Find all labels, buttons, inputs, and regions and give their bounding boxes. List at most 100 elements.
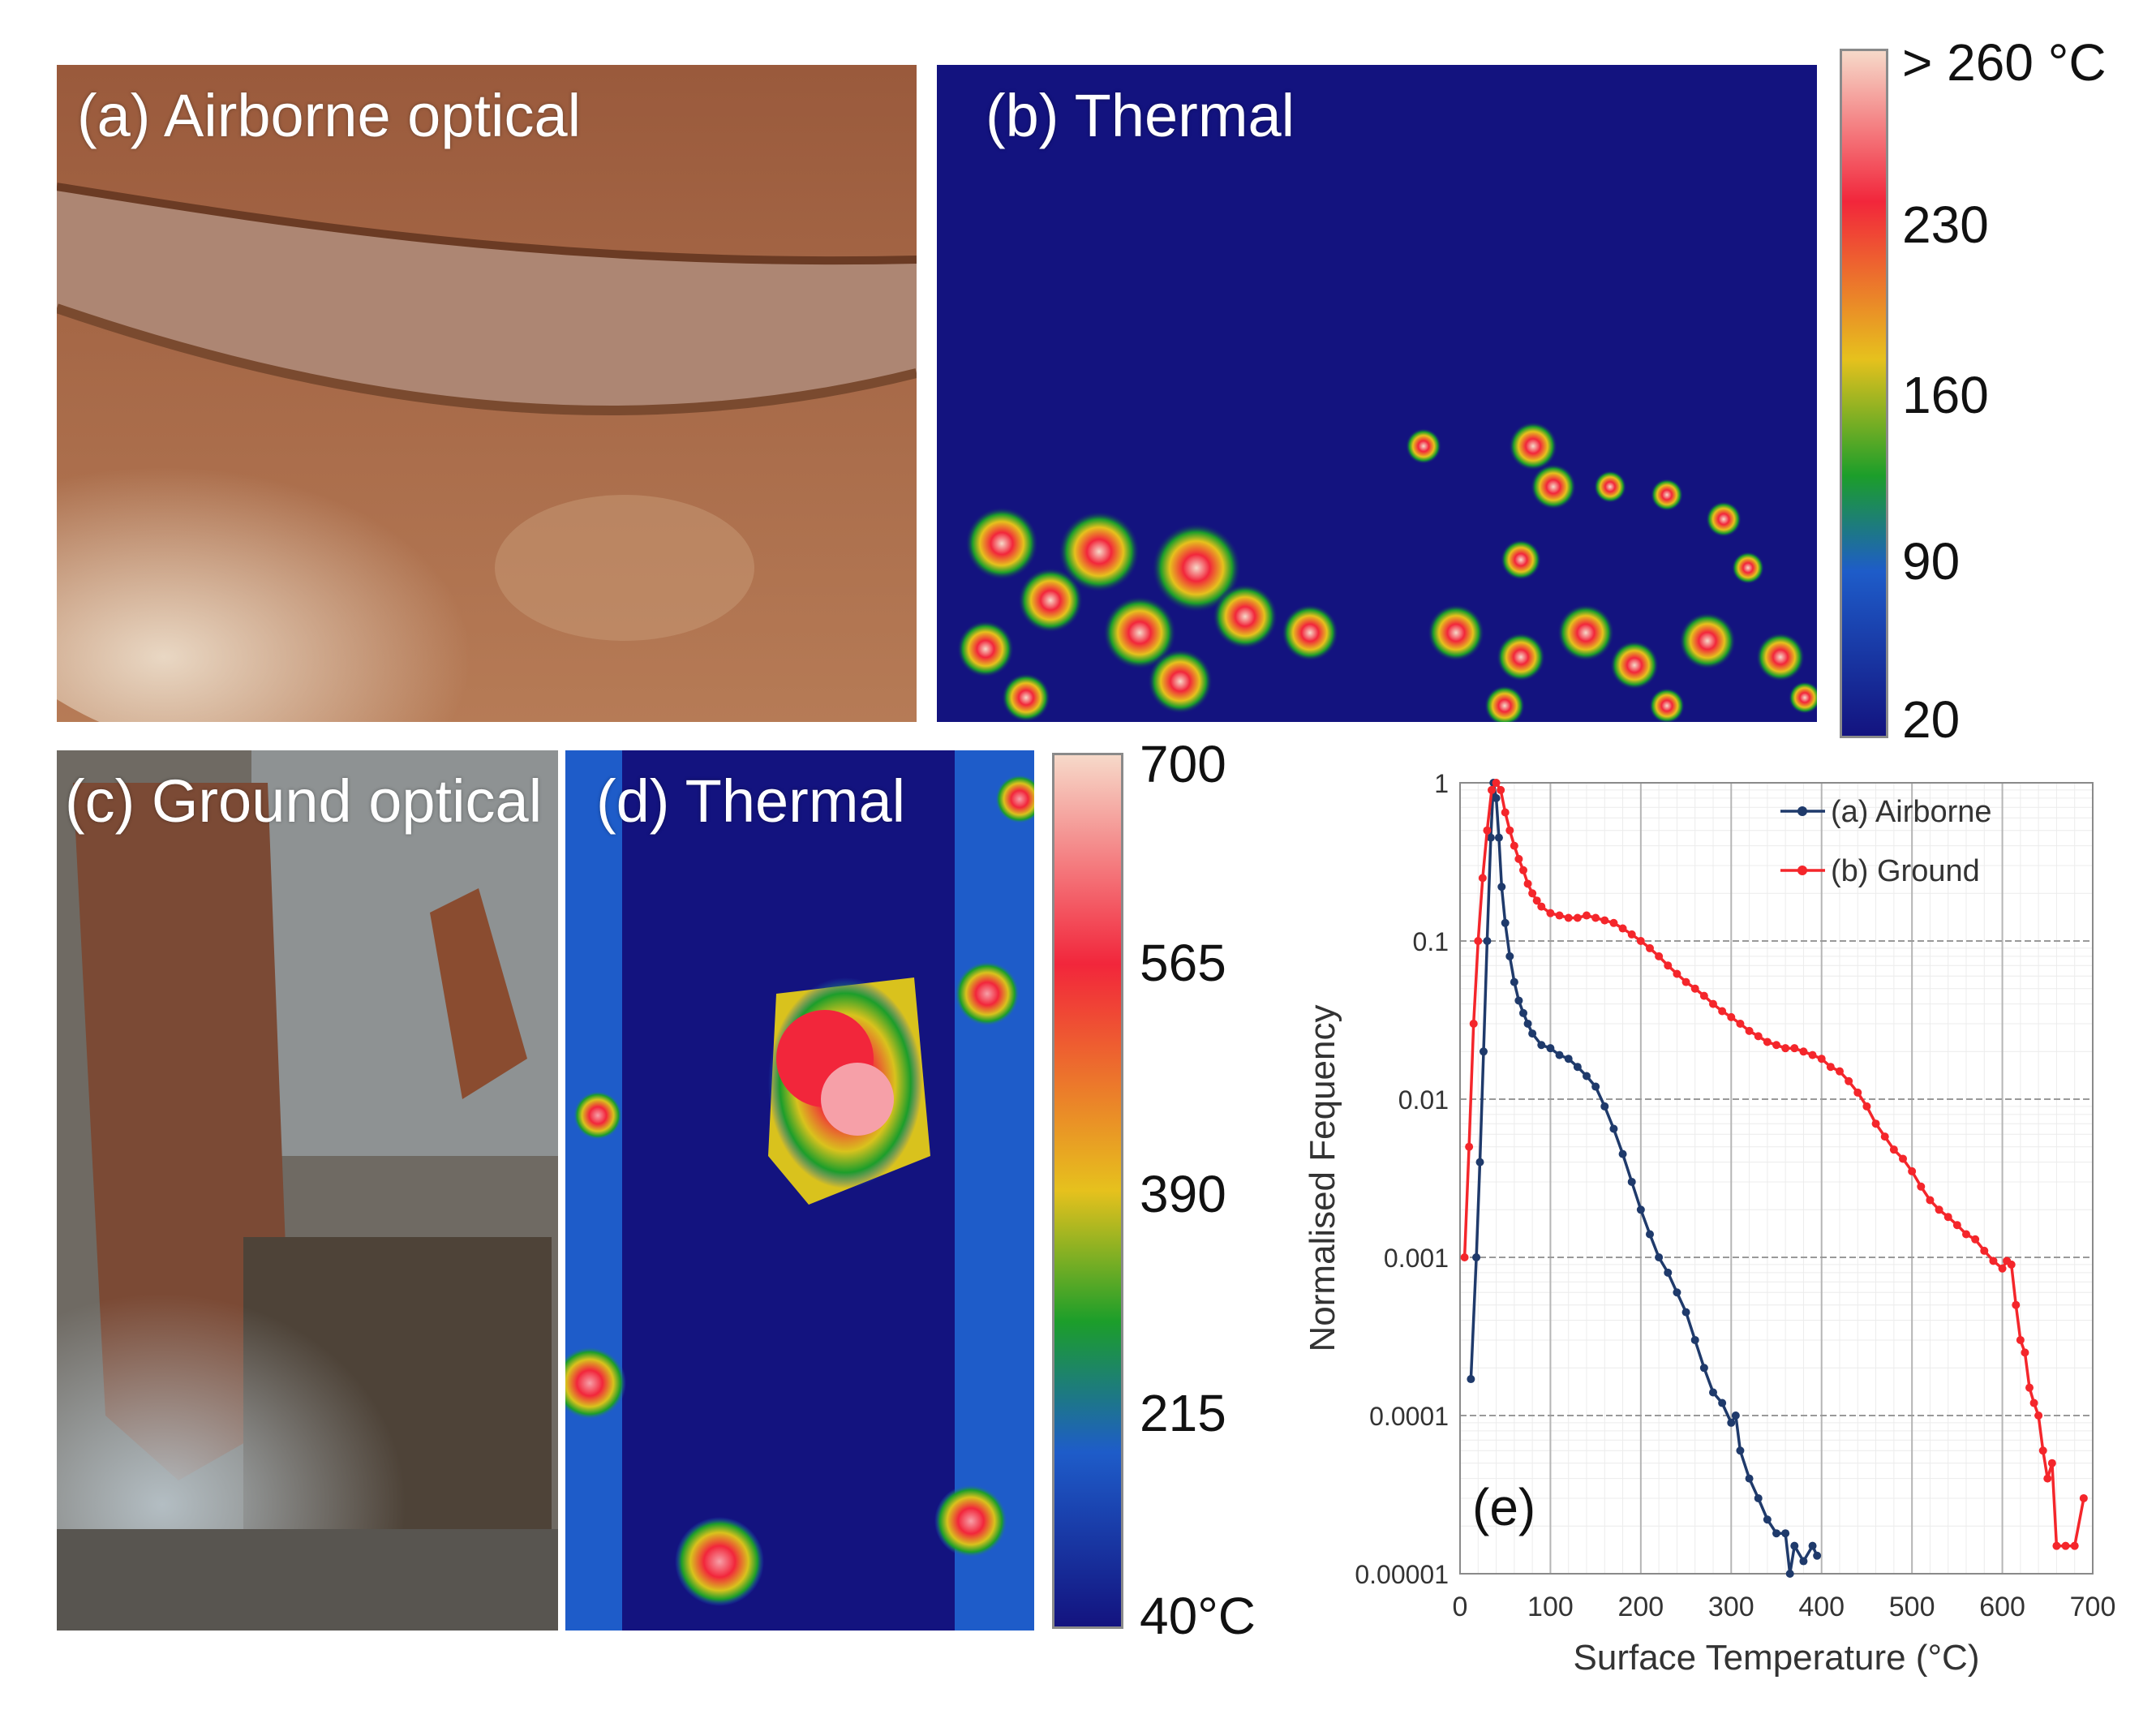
series-point xyxy=(1718,1007,1727,1016)
series-point xyxy=(1699,1364,1708,1373)
series-point xyxy=(1646,943,1654,952)
series-point xyxy=(1460,1253,1469,1261)
series-point xyxy=(1880,1132,1889,1141)
series-point xyxy=(1600,916,1609,925)
top-colorbar xyxy=(1840,49,1888,738)
y-tick-label: 0.0001 xyxy=(1369,1402,1449,1431)
series-point xyxy=(1537,902,1546,911)
series-point xyxy=(1510,841,1518,850)
bottom-colorbar-tick: 390 xyxy=(1140,1165,1226,1223)
series-point xyxy=(1501,808,1510,817)
series-point xyxy=(1673,969,1681,978)
bottom-colorbar xyxy=(1052,753,1123,1629)
series-point xyxy=(1483,826,1492,835)
series-point xyxy=(1690,984,1699,993)
series-point xyxy=(1537,1041,1546,1050)
series-point xyxy=(1853,1088,1862,1097)
series-point xyxy=(1514,854,1523,863)
series-point xyxy=(1772,1529,1780,1538)
series-point xyxy=(2070,1541,2079,1550)
series-point xyxy=(1962,1230,1970,1239)
series-point xyxy=(1826,1063,1835,1072)
series-point xyxy=(1469,1019,1478,1028)
series-point xyxy=(1546,1044,1555,1053)
series-point xyxy=(1505,826,1514,835)
x-tick-label: 200 xyxy=(1617,1592,1664,1622)
series-point xyxy=(2079,1493,2088,1502)
series-point xyxy=(1655,1253,1664,1261)
series-point xyxy=(1475,1158,1484,1166)
series-point xyxy=(1817,1055,1826,1063)
series-point xyxy=(2043,1474,2052,1483)
series-point xyxy=(1655,952,1664,960)
series-point xyxy=(1754,1493,1763,1502)
series-point xyxy=(1754,1032,1763,1041)
legend-marker xyxy=(1797,806,1807,816)
series-point xyxy=(1862,1102,1871,1111)
series-point xyxy=(1472,1253,1481,1261)
series-point xyxy=(1546,909,1555,917)
series-point xyxy=(1952,1221,1961,1230)
series-point xyxy=(1664,961,1673,970)
series-point xyxy=(1785,1570,1794,1578)
series-point xyxy=(1555,1050,1564,1059)
x-tick-label: 500 xyxy=(1889,1592,1935,1622)
series-point xyxy=(1591,1082,1600,1091)
series-point xyxy=(1745,1026,1754,1035)
series-point xyxy=(1583,911,1591,920)
series-point xyxy=(1763,1515,1772,1524)
series-point xyxy=(1790,1044,1799,1053)
series-point xyxy=(1709,1388,1717,1397)
y-tick-label: 0.001 xyxy=(1384,1244,1449,1273)
ground-optical-image: (c) Ground optical xyxy=(57,750,558,1631)
series-point xyxy=(2021,1348,2029,1357)
series-point xyxy=(1971,1235,1980,1244)
series-point xyxy=(1501,918,1510,927)
series-point xyxy=(1908,1166,1917,1175)
series-point xyxy=(1790,1541,1799,1550)
series-point xyxy=(1492,793,1501,802)
series-point xyxy=(2038,1446,2047,1455)
series-point xyxy=(1528,1029,1537,1038)
series-point xyxy=(2029,1399,2038,1407)
series-point xyxy=(1871,1119,1880,1128)
plot-area xyxy=(1460,783,2093,1574)
series-point xyxy=(1718,1399,1727,1407)
bottom-colorbar-tick: 565 xyxy=(1140,934,1226,992)
series-point xyxy=(1523,879,1532,888)
series-point xyxy=(1497,883,1506,892)
top-colorbar-tick: 160 xyxy=(1902,366,1989,424)
y-tick-label: 1 xyxy=(1434,769,1449,798)
series-point xyxy=(1943,1213,1952,1222)
series-point xyxy=(1736,1019,1745,1028)
series-point xyxy=(2061,1541,2070,1550)
panel-a-label: (a) Airborne optical xyxy=(77,82,582,149)
plot-frame xyxy=(1459,782,2094,1575)
top-colorbar-tick: 230 xyxy=(1902,195,1989,254)
series-point xyxy=(1899,1154,1907,1163)
series-point xyxy=(1799,1557,1808,1566)
series-point xyxy=(1989,1257,1998,1265)
bottom-colorbar-tick: 700 xyxy=(1140,735,1226,793)
series-point xyxy=(1664,1268,1673,1277)
series-point xyxy=(1998,1264,2007,1273)
y-tick-label: 0.00001 xyxy=(1355,1560,1449,1589)
x-tick-label: 400 xyxy=(1798,1592,1845,1622)
series-point xyxy=(1609,918,1618,927)
series-point xyxy=(1497,785,1505,794)
y-axis-label: Normalised Fequency xyxy=(1303,1005,1342,1352)
series-point xyxy=(1474,937,1483,945)
series-point xyxy=(1813,1551,1822,1560)
series-point xyxy=(1917,1182,1926,1191)
series-point xyxy=(1646,1230,1654,1239)
series-point xyxy=(2007,1260,2016,1269)
series-point xyxy=(1532,896,1541,905)
series-point xyxy=(1494,833,1503,842)
series-point xyxy=(1564,913,1573,922)
panel-e-label: (e) xyxy=(1472,1478,1535,1536)
x-tick-label: 100 xyxy=(1527,1592,1574,1622)
series-point xyxy=(1591,913,1600,922)
series-point xyxy=(1486,833,1495,842)
series-point xyxy=(1709,999,1717,1008)
series-point xyxy=(1636,1205,1645,1214)
